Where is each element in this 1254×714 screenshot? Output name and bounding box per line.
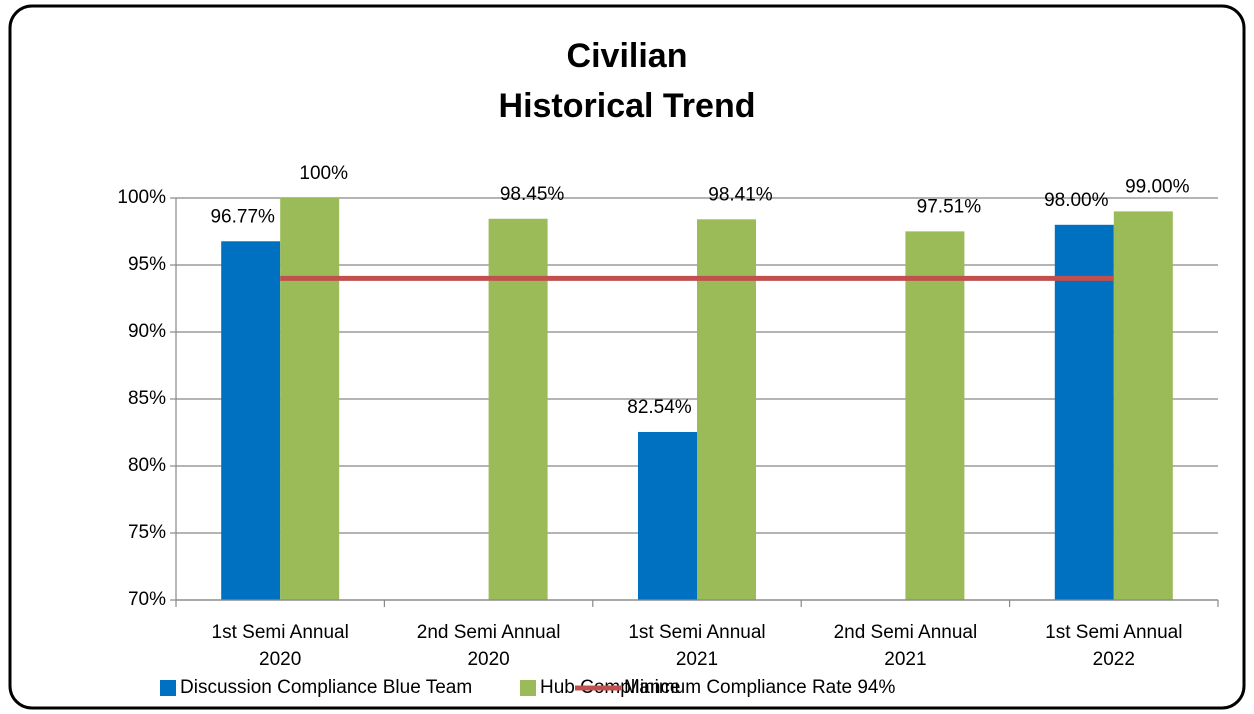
bar bbox=[280, 198, 340, 600]
data-label: 82.54% bbox=[627, 397, 692, 418]
bar bbox=[1113, 211, 1173, 600]
y-tick-label: 75% bbox=[128, 522, 166, 543]
legend-swatch bbox=[520, 680, 536, 696]
bar bbox=[488, 218, 548, 600]
bar bbox=[697, 219, 756, 600]
y-tick-label: 95% bbox=[128, 254, 166, 275]
data-label: 96.77% bbox=[210, 206, 275, 227]
bar bbox=[221, 241, 281, 601]
y-tick-label: 85% bbox=[128, 388, 166, 409]
chart-title: Civilian bbox=[567, 37, 688, 75]
legend-swatch bbox=[160, 680, 176, 696]
data-label: 98.00% bbox=[1044, 190, 1109, 211]
legend-label: Minimum Compliance Rate 94% bbox=[624, 677, 895, 698]
x-tick-label: 2nd Semi Annual 2020 bbox=[417, 622, 561, 670]
y-tick-label: 80% bbox=[128, 455, 166, 476]
y-tick-label: 70% bbox=[128, 589, 166, 610]
x-tick-label: 1st Semi Annual 2020 bbox=[212, 622, 349, 670]
data-label: 100% bbox=[299, 163, 348, 184]
y-tick-label: 100% bbox=[117, 187, 166, 208]
x-tick-label: 1st Semi Annual 2021 bbox=[628, 622, 765, 670]
data-label: 99.00% bbox=[1125, 176, 1190, 197]
data-label: 97.51% bbox=[917, 196, 982, 217]
x-tick-label: 1st Semi Annual 2022 bbox=[1045, 622, 1182, 670]
bar bbox=[638, 431, 697, 600]
bar bbox=[905, 231, 965, 600]
chart-subtitle: Historical Trend bbox=[499, 87, 756, 125]
y-tick-label: 90% bbox=[128, 321, 166, 342]
data-label: 98.45% bbox=[500, 184, 565, 205]
data-label: 98.41% bbox=[708, 184, 773, 205]
bar bbox=[1054, 224, 1114, 601]
legend-label: Discussion Compliance Blue Team bbox=[180, 677, 472, 698]
x-tick-label: 2nd Semi Annual 2021 bbox=[834, 622, 978, 670]
